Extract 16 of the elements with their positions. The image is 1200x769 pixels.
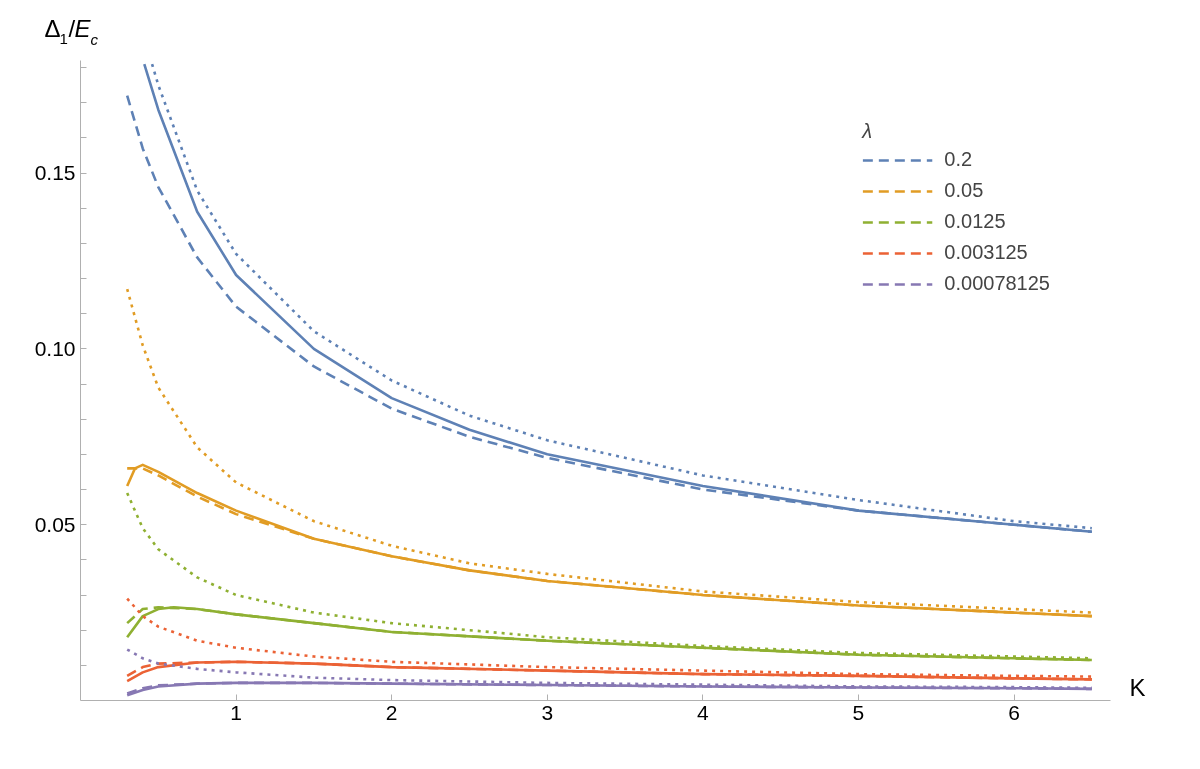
- legend-label: 0.00078125: [944, 272, 1050, 295]
- x-tick-label: 1: [230, 700, 242, 724]
- legend-title: λ: [862, 120, 874, 143]
- y-tick-label: 0.10: [34, 336, 76, 360]
- legend-label: 0.0125: [944, 210, 1006, 233]
- x-axis-title: K: [1129, 674, 1146, 702]
- y-tick-label: 0.05: [34, 512, 76, 536]
- y-tick-label: 0.15: [34, 161, 76, 185]
- x-tick-label: 6: [1008, 700, 1020, 724]
- x-tick-label: 5: [852, 700, 865, 724]
- x-tick-label: 2: [385, 700, 398, 724]
- legend-label: 0.2: [944, 148, 973, 171]
- legend-label: 0.003125: [944, 241, 1028, 264]
- x-tick-label: 4: [697, 700, 710, 724]
- x-tick-label: 3: [541, 700, 554, 724]
- legend-label: 0.05: [944, 179, 984, 202]
